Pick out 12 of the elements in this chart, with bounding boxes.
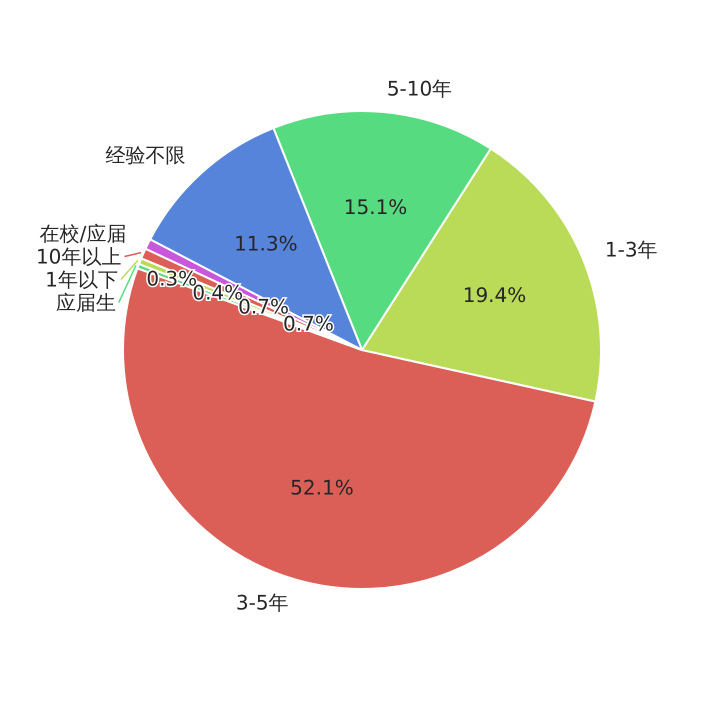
- slice-label: 10年以上: [36, 244, 122, 269]
- slice-label: 1-3年: [604, 237, 658, 262]
- slice-label: 应届生: [56, 290, 116, 315]
- data-label: 19.4%: [462, 283, 526, 308]
- slice-label: 1年以下: [45, 268, 118, 292]
- data-label: 15.1%: [344, 195, 408, 220]
- data-label: 11.3%: [234, 232, 298, 256]
- data-label: 52.1%: [290, 476, 354, 500]
- slice-label: 5-10年: [386, 76, 452, 100]
- slice-label: 3-5年: [236, 590, 289, 614]
- slice-label: 经验不限: [106, 142, 186, 167]
- slice-label: 在校/应届: [40, 222, 126, 246]
